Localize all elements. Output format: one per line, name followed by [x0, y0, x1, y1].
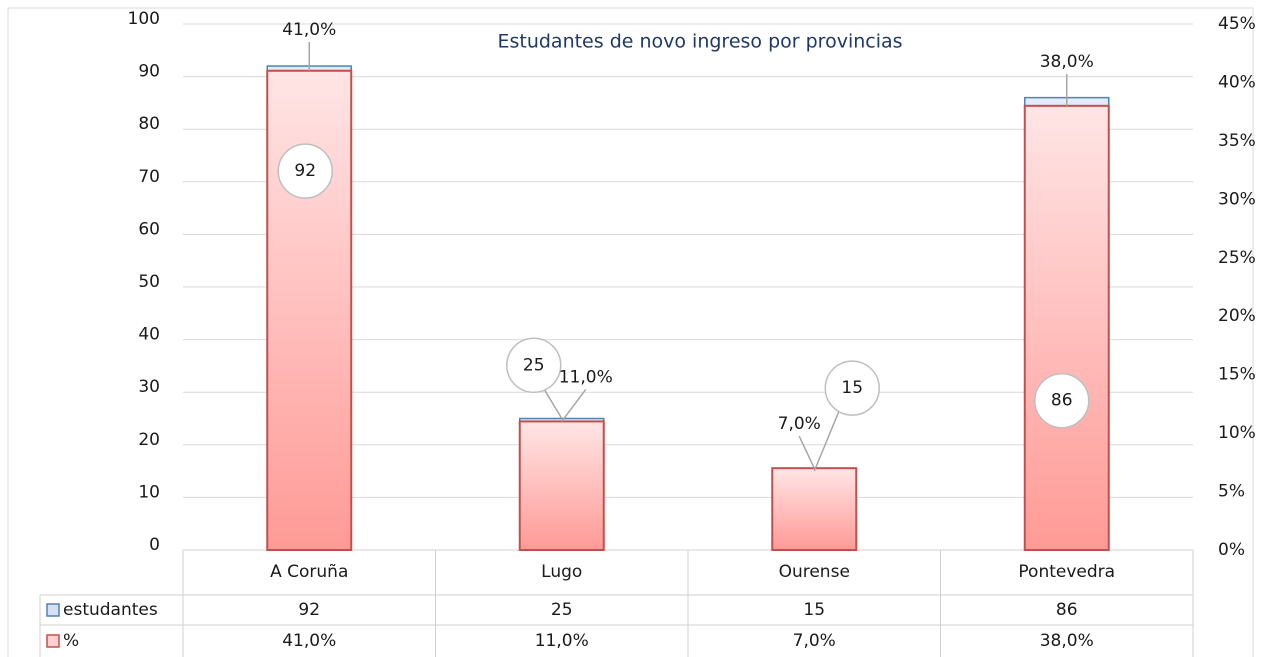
table-cell: 86	[1056, 600, 1078, 620]
y-tick-label: 50	[138, 272, 160, 292]
table-cell: 7,0%	[793, 631, 836, 651]
bar	[771, 467, 858, 551]
data-label: 11,0%	[559, 367, 613, 387]
legend-label: %	[63, 631, 79, 651]
data-label: 7,0%	[778, 414, 821, 434]
x-tick-label: Ourense	[779, 562, 850, 582]
y2-tick-label: 20%	[1218, 306, 1256, 326]
table-cell: 25	[551, 600, 573, 620]
y-tick-label: 0	[149, 535, 160, 555]
leader-line	[541, 384, 563, 419]
y-tick-label: 30	[138, 377, 160, 397]
data-label-bubble	[506, 337, 562, 394]
data-label: 38,0%	[1040, 52, 1094, 72]
y2-tick-label: 15%	[1218, 365, 1256, 385]
legend-key	[46, 603, 60, 617]
data-label-bubble	[277, 143, 333, 199]
data-label-bubble	[824, 360, 880, 416]
y-tick-label: 80	[138, 114, 160, 134]
y2-tick-label: 40%	[1218, 72, 1256, 92]
y2-tick-label: 35%	[1218, 131, 1256, 151]
legend-label: estudantes	[63, 600, 158, 620]
leader-line	[561, 388, 587, 422]
y2-tick-label: 0%	[1218, 540, 1245, 560]
bar	[518, 420, 605, 551]
y2-tick-label: 30%	[1218, 189, 1256, 209]
bar	[266, 69, 353, 551]
chart-frame	[7, 7, 1254, 657]
y2-tick-label: 25%	[1218, 248, 1256, 268]
y2-tick-label: 10%	[1218, 423, 1256, 443]
table-cell: 41,0%	[282, 631, 336, 651]
data-label: 86	[1051, 391, 1073, 411]
y2-tick-label: 45%	[1218, 14, 1256, 34]
leader-line	[798, 435, 815, 469]
y-tick-label: 20	[138, 430, 160, 450]
y-tick-label: 90	[138, 62, 160, 82]
y-tick-label: 10	[138, 482, 160, 502]
y-tick-label: 60	[138, 219, 160, 239]
bar	[1023, 104, 1110, 551]
data-label: 92	[294, 161, 316, 181]
y2-tick-label: 5%	[1218, 482, 1245, 502]
chart-title: Estudantes de novo ingreso por provincia…	[497, 31, 902, 53]
data-label: 25	[523, 355, 545, 375]
table-cell: 15	[803, 600, 825, 620]
table-cell: 92	[298, 600, 320, 620]
y-tick-label: 100	[128, 9, 160, 29]
data-label-bubble	[1034, 372, 1090, 429]
x-tick-label: Pontevedra	[1018, 562, 1115, 582]
leader-line	[813, 407, 841, 472]
table-cell: 11,0%	[535, 631, 589, 651]
legend-key	[46, 634, 60, 648]
data-label: 41,0%	[282, 20, 336, 40]
data-label: 15	[841, 378, 863, 398]
table-cell: 38,0%	[1040, 631, 1094, 651]
y-tick-label: 70	[138, 167, 160, 187]
x-tick-label: Lugo	[541, 562, 582, 582]
x-tick-label: A Coruña	[270, 562, 348, 582]
y-tick-label: 40	[138, 325, 160, 345]
